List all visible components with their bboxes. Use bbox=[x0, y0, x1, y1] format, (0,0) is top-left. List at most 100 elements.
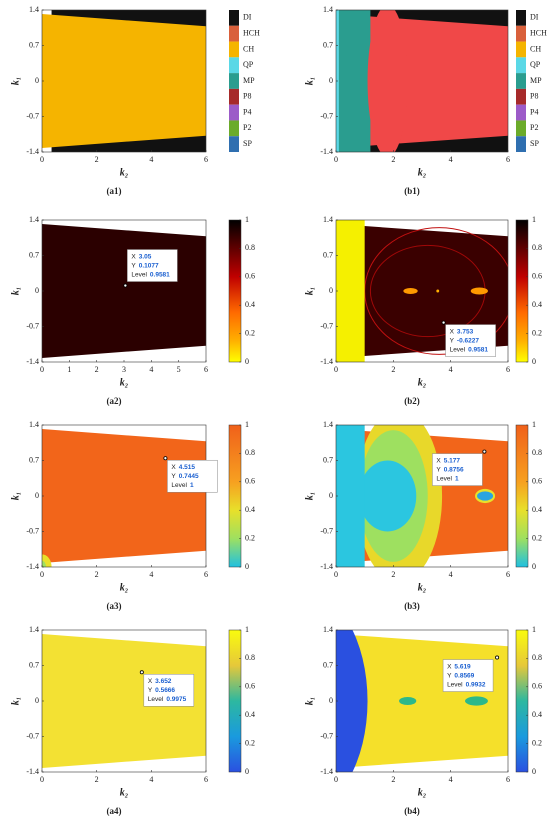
x-tick-label: 0 bbox=[334, 155, 338, 164]
panel: 0 2 4 6 -1.4 -0.7 0 0.7 1.4 k₂ k₁ (b3) 0 0.2 0.4 0.6 0.8… bbox=[304, 420, 542, 611]
x-tick-label: 2 bbox=[391, 570, 395, 579]
panel: 0 2 4 6 -1.4 -0.7 0 0.7 1.4 k₂ k₁ (a4) 0 0.2 0.4 0.6 0.8… bbox=[10, 625, 255, 816]
datatip-value: 3.05 bbox=[139, 253, 152, 260]
legend-swatch bbox=[516, 41, 526, 58]
heatmap bbox=[336, 630, 508, 772]
legend-swatch bbox=[229, 120, 239, 137]
colorbar bbox=[228, 219, 242, 363]
legend-label: DI bbox=[243, 13, 252, 22]
x-tick-label: 6 bbox=[204, 570, 208, 579]
x-axis-label: k₂ bbox=[418, 582, 427, 593]
legend-label: QP bbox=[530, 60, 541, 69]
colorbar-tick-label: 0.6 bbox=[532, 682, 542, 691]
datatip-point bbox=[495, 655, 500, 660]
datatip-value: 0.9581 bbox=[150, 271, 170, 278]
datatip-field: Y bbox=[171, 473, 176, 480]
datatip-box bbox=[445, 324, 496, 357]
datatip-field: Y bbox=[450, 337, 455, 344]
legend-swatch bbox=[229, 88, 239, 105]
y-tick-label: 1.4 bbox=[323, 420, 333, 429]
y-axis-label: k₁ bbox=[304, 287, 315, 296]
colorbar-tick-label: 0 bbox=[245, 767, 249, 776]
y-tick-label: -1.4 bbox=[26, 357, 39, 366]
y-axis-label: k₁ bbox=[304, 697, 315, 706]
panel-label: (b4) bbox=[404, 806, 420, 816]
panel: 0 2 4 6 -1.4 -0.7 0 0.7 1.4 k₂ k₁ (b2) 0 0.2 0.4 0.6 0.8… bbox=[304, 215, 542, 406]
y-tick-label: 1.4 bbox=[323, 5, 333, 14]
y-tick-label: 0 bbox=[329, 491, 333, 500]
x-tick-label: 0 bbox=[40, 155, 44, 164]
colorbar bbox=[228, 424, 242, 568]
x-tick-label: 2 bbox=[95, 155, 99, 164]
colorbar bbox=[515, 629, 529, 773]
domain bbox=[42, 429, 206, 563]
colorbar-tick-label: 1 bbox=[245, 625, 249, 634]
colorbar bbox=[515, 424, 529, 568]
legend-label: HCH bbox=[530, 28, 547, 37]
datatip-value: 0.1077 bbox=[139, 262, 159, 269]
colorbar-tick-label: 0.6 bbox=[245, 272, 255, 281]
y-tick-label: 1.4 bbox=[323, 215, 333, 224]
datatip-field: X bbox=[148, 678, 153, 685]
y-tick-label: 0.7 bbox=[323, 250, 333, 259]
legend-label: SP bbox=[243, 139, 252, 148]
x-tick-label: 6 bbox=[506, 365, 510, 374]
x-axis-label: k₂ bbox=[120, 787, 129, 798]
datatip-field: Level bbox=[436, 475, 452, 482]
x-tick-label: 4 bbox=[449, 365, 453, 374]
x-tick-label: 6 bbox=[506, 155, 510, 164]
colorbar-tick-label: 0.4 bbox=[245, 505, 255, 514]
x-tick-label: 0 bbox=[40, 365, 44, 374]
legend-label: HCH bbox=[243, 28, 260, 37]
legend-swatch bbox=[516, 25, 526, 42]
datatip-box bbox=[432, 453, 483, 486]
x-tick-label: 6 bbox=[204, 365, 208, 374]
y-tick-label: 0.7 bbox=[323, 660, 333, 669]
legend-label: P4 bbox=[530, 107, 538, 116]
legend-swatch bbox=[516, 88, 526, 105]
colorbar-tick-label: 1 bbox=[532, 420, 536, 429]
colorbar-tick-label: 1 bbox=[245, 215, 249, 224]
y-tick-label: 0.7 bbox=[29, 660, 39, 669]
x-tick-label: 2 bbox=[95, 775, 99, 784]
datatip-field: Level bbox=[131, 271, 147, 278]
datatip-value: 5.177 bbox=[444, 457, 461, 464]
colorbar-tick-label: 0.2 bbox=[245, 328, 255, 337]
panel-label: (a3) bbox=[107, 601, 122, 611]
x-tick-label: 6 bbox=[204, 775, 208, 784]
colorbar-tick-label: 0.8 bbox=[245, 448, 255, 457]
y-axis-label: k₁ bbox=[10, 77, 21, 86]
x-tick-label: 2 bbox=[95, 570, 99, 579]
y-axis-label: k₁ bbox=[304, 77, 315, 86]
x-axis-label: k₂ bbox=[418, 377, 427, 388]
y-tick-label: -1.4 bbox=[26, 562, 39, 571]
y-tick-label: 0 bbox=[35, 76, 39, 85]
datatip-value: 0.7445 bbox=[179, 473, 199, 480]
legend-label: DI bbox=[530, 13, 539, 22]
legend-swatch bbox=[516, 136, 526, 152]
region bbox=[336, 10, 371, 152]
colorbar-tick-label: 0.8 bbox=[245, 243, 255, 252]
colorbar-tick-label: 0.6 bbox=[532, 477, 542, 486]
colorbar-tick-label: 0 bbox=[245, 357, 249, 366]
x-tick-label: 4 bbox=[149, 155, 153, 164]
domain bbox=[42, 634, 206, 768]
y-axis-label: k₁ bbox=[10, 287, 21, 296]
colorbar-tick-label: 0.4 bbox=[245, 300, 255, 309]
colorbar-tick-label: 0.4 bbox=[532, 505, 542, 514]
panel: 0 2 4 6 -1.4 -0.7 0 0.7 1.4 k₂ k₁ (a3) 0 0.2 0.4 0.6 0.8… bbox=[10, 420, 255, 611]
x-tick-label: 4 bbox=[149, 570, 153, 579]
y-tick-label: 1.4 bbox=[29, 420, 39, 429]
panel: 0 2 4 6 -1.4 -0.7 0 0.7 1.4 k₂ k₁ (a1) DI HCH CH QP MP P8… bbox=[10, 5, 260, 196]
panel-label: (b2) bbox=[404, 396, 420, 406]
colorbar-tick-label: 0.2 bbox=[532, 328, 542, 337]
datatip-value: 1 bbox=[190, 482, 194, 489]
legend-label: P2 bbox=[243, 123, 251, 132]
region bbox=[358, 460, 417, 532]
y-tick-label: 1.4 bbox=[29, 625, 39, 634]
legend-swatch bbox=[229, 41, 239, 58]
region bbox=[436, 289, 440, 293]
colorbar-tick-label: 0.4 bbox=[245, 710, 255, 719]
y-tick-label: -0.7 bbox=[320, 526, 333, 535]
x-tick-label: 0 bbox=[40, 775, 44, 784]
